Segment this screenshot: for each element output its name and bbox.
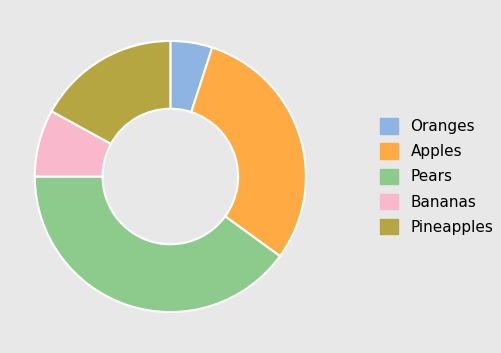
Wedge shape xyxy=(191,48,306,256)
Wedge shape xyxy=(35,176,280,312)
Legend: Oranges, Apples, Pears, Bananas, Pineapples: Oranges, Apples, Pears, Bananas, Pineapp… xyxy=(380,118,493,235)
Wedge shape xyxy=(170,41,212,112)
Wedge shape xyxy=(52,41,170,144)
Wedge shape xyxy=(35,111,111,176)
